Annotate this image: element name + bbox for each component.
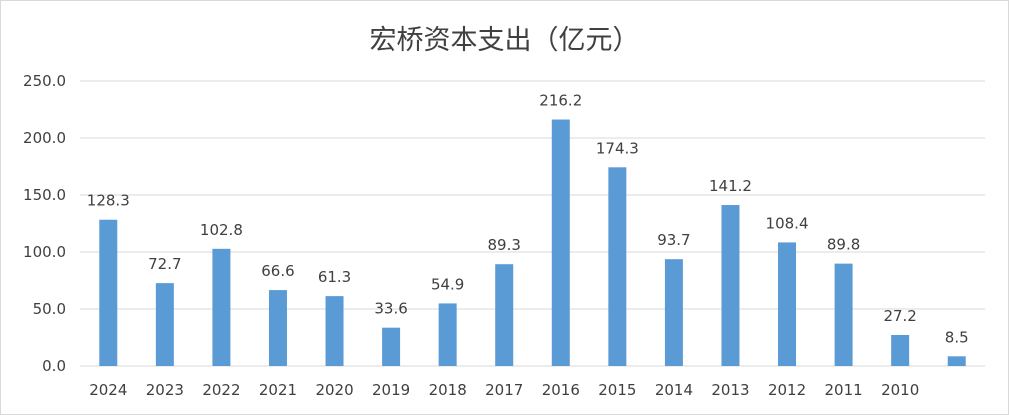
x-tick-label: 2011: [825, 381, 863, 399]
bar: [325, 296, 344, 366]
y-tick-label: 100.0: [23, 243, 66, 261]
data-label: 66.6: [261, 262, 294, 280]
bar: [382, 327, 401, 366]
x-tick-label: 2017: [485, 381, 523, 399]
bar: [664, 259, 683, 366]
data-label: 89.3: [488, 236, 521, 254]
y-tick-label: 250.0: [23, 72, 66, 90]
data-label: 102.8: [200, 221, 243, 239]
data-label: 33.6: [374, 300, 407, 318]
data-label: 93.7: [657, 231, 690, 249]
data-label: 61.3: [318, 268, 351, 286]
x-tick-label: 2012: [768, 381, 806, 399]
data-label: 141.2: [709, 177, 752, 195]
x-tick-label: 2010: [881, 381, 919, 399]
x-tick-label: 2015: [598, 381, 636, 399]
bar: [891, 334, 910, 366]
data-label: 174.3: [596, 139, 639, 157]
data-label: 128.3: [87, 192, 130, 210]
bar: [495, 264, 514, 366]
x-tick-label: 2019: [372, 381, 410, 399]
bar: [268, 290, 287, 366]
bar: [155, 283, 174, 366]
x-tick-label: 2018: [429, 381, 467, 399]
x-tick-label: 2021: [259, 381, 297, 399]
y-tick-label: 200.0: [23, 129, 66, 147]
x-tick-label: 2014: [655, 381, 693, 399]
bar: [834, 263, 853, 366]
x-tick-label: 2016: [542, 381, 580, 399]
x-tick-label: 2023: [146, 381, 184, 399]
y-axis-ticks: 0.0 50.0 100.0 150.0 200.0 250.0: [23, 72, 66, 375]
y-tick-label: 150.0: [23, 186, 66, 204]
bars: [99, 119, 966, 366]
x-tick-label: 2013: [711, 381, 749, 399]
bar: [438, 303, 457, 366]
bar: [99, 219, 118, 366]
gridlines: [80, 80, 985, 367]
x-tick-label: 2020: [315, 381, 353, 399]
data-label: 72.7: [148, 255, 181, 273]
x-axis-ticks: 2024 2023 2022 2021 2020 2019 2018 2017 2016 2015…: [89, 381, 919, 399]
data-label: 54.9: [431, 275, 464, 293]
chart-title: 宏桥资本支出（亿元）: [369, 25, 640, 56]
bar: [608, 167, 627, 366]
bar: [721, 205, 740, 366]
data-label: 216.2: [539, 92, 582, 110]
y-tick-label: 50.0: [33, 300, 66, 318]
bar: [778, 242, 797, 366]
x-tick-label: 2022: [202, 381, 240, 399]
data-labels: 128.3 72.7 102.8 66.6 61.3 33.6 54.9 89.3 216.2 1…: [87, 92, 969, 347]
bar: [551, 119, 570, 366]
data-label: 89.8: [827, 236, 860, 254]
data-label: 8.5: [945, 328, 969, 346]
bar: [212, 248, 231, 366]
data-label: 27.2: [883, 307, 916, 325]
bar: [947, 356, 966, 366]
y-tick-label: 0.0: [42, 357, 66, 375]
data-label: 108.4: [766, 214, 809, 232]
x-tick-label: 2024: [89, 381, 127, 399]
